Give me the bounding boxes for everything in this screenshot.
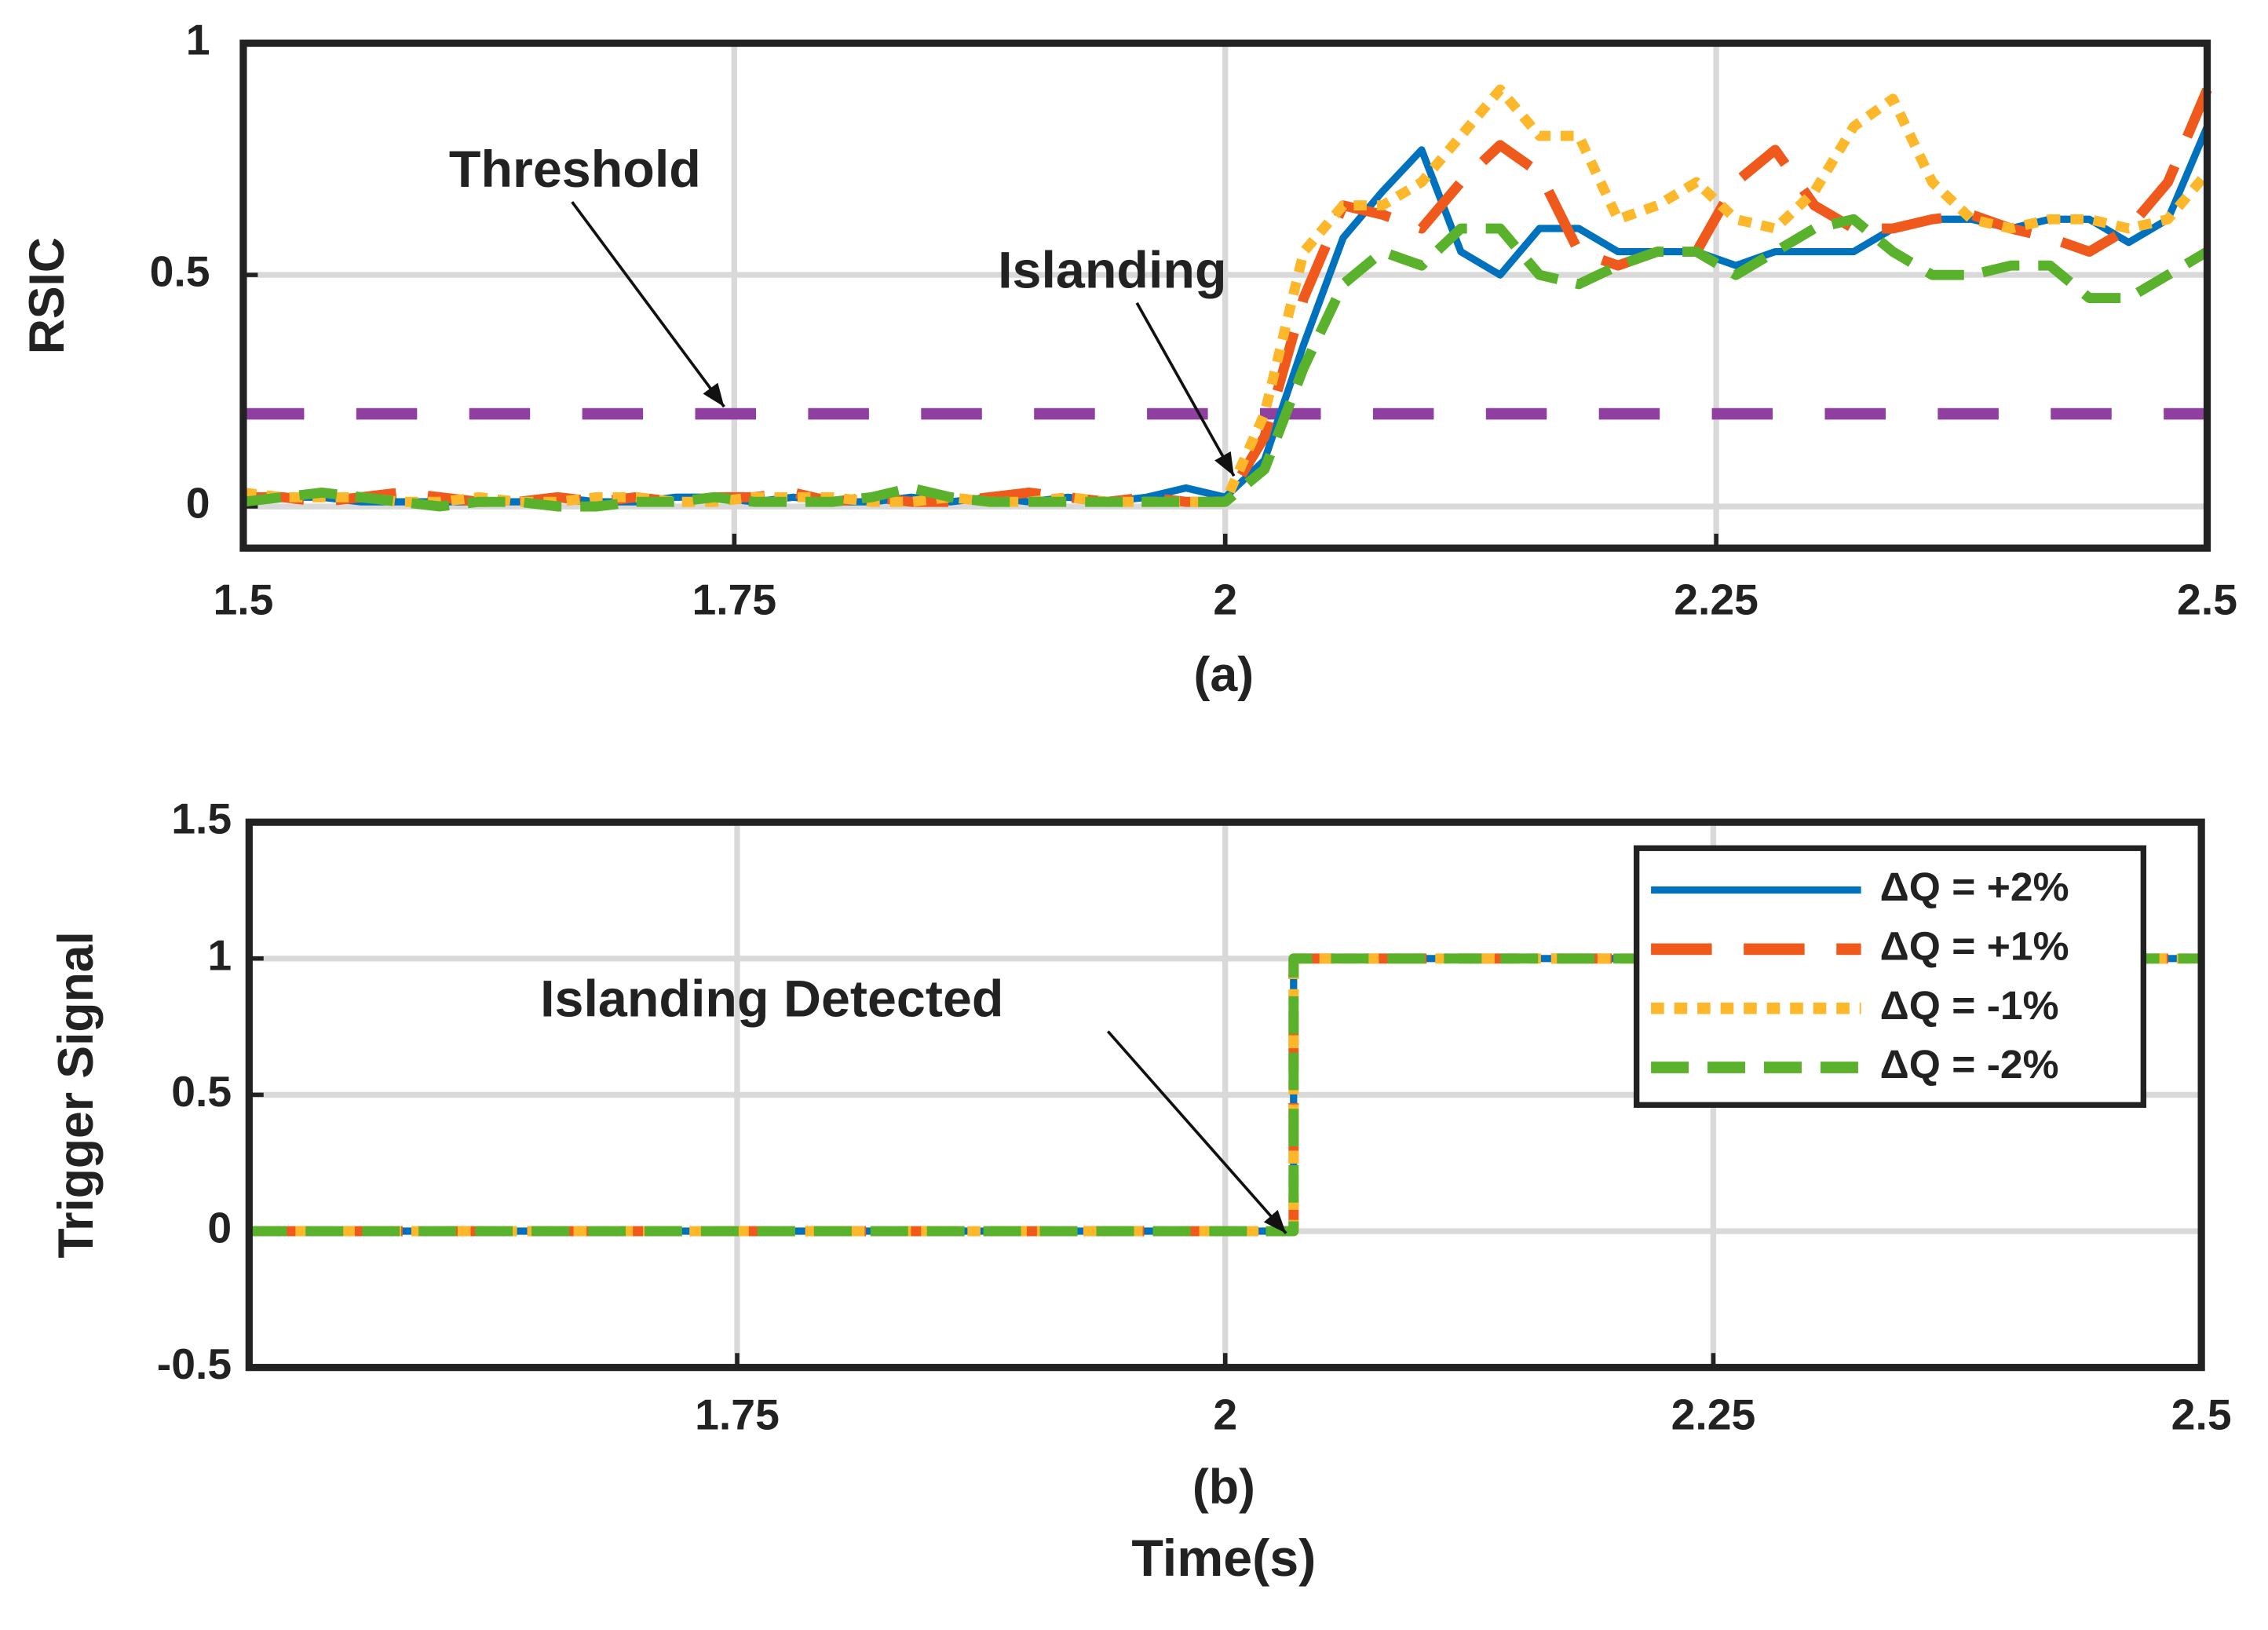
x-tick-label: 1.5 bbox=[213, 576, 273, 624]
annotation-arrow bbox=[1135, 302, 1236, 477]
panel-title: (b) bbox=[1192, 1459, 1255, 1514]
y-tick-label: 1.5 bbox=[171, 795, 232, 843]
legend-label: ΔQ = -2% bbox=[1880, 1041, 2059, 1087]
annotation-arrow bbox=[1106, 1030, 1287, 1234]
x-tick-label: 2.25 bbox=[1671, 1391, 1756, 1439]
legend-label: ΔQ = -1% bbox=[1880, 982, 2059, 1028]
legend-label: ΔQ = +2% bbox=[1880, 864, 2069, 909]
y-tick-label: 0 bbox=[207, 1204, 232, 1252]
plot-frame bbox=[245, 818, 2205, 1372]
y-tick-label: 0.5 bbox=[171, 1067, 232, 1116]
y-tick-label: 0 bbox=[186, 479, 210, 528]
x-tick-label: 2 bbox=[1213, 1391, 1237, 1439]
y-axis-label: RSIC bbox=[20, 237, 75, 354]
plot-frame bbox=[239, 39, 2211, 552]
panel-title: (a) bbox=[1194, 647, 1255, 702]
x-tick-label: 2.5 bbox=[2171, 1391, 2232, 1439]
annotation: Islanding Detected bbox=[540, 970, 1003, 1028]
y-axis-label: Trigger Signal bbox=[49, 931, 104, 1258]
y-tick-label: 1 bbox=[186, 16, 210, 64]
data-line bbox=[243, 214, 2210, 512]
annotation: Threshold bbox=[449, 141, 701, 199]
x-axis-label: Time(s) bbox=[1131, 1529, 1316, 1588]
x-tick-label: 1.75 bbox=[692, 576, 776, 624]
x-tick-label: 2.25 bbox=[1674, 576, 1759, 624]
legend-label: ΔQ = +1% bbox=[1880, 923, 2069, 969]
x-tick-label: 2 bbox=[1213, 576, 1237, 624]
x-tick-label: 1.75 bbox=[695, 1391, 780, 1439]
x-tick-label: 2.5 bbox=[2177, 576, 2237, 624]
y-tick-label: 0.5 bbox=[150, 247, 210, 296]
annotation-arrow bbox=[571, 201, 725, 408]
y-tick-label: -0.5 bbox=[157, 1339, 232, 1388]
y-tick-label: 1 bbox=[207, 930, 232, 979]
annotation: Islanding bbox=[998, 242, 1226, 300]
